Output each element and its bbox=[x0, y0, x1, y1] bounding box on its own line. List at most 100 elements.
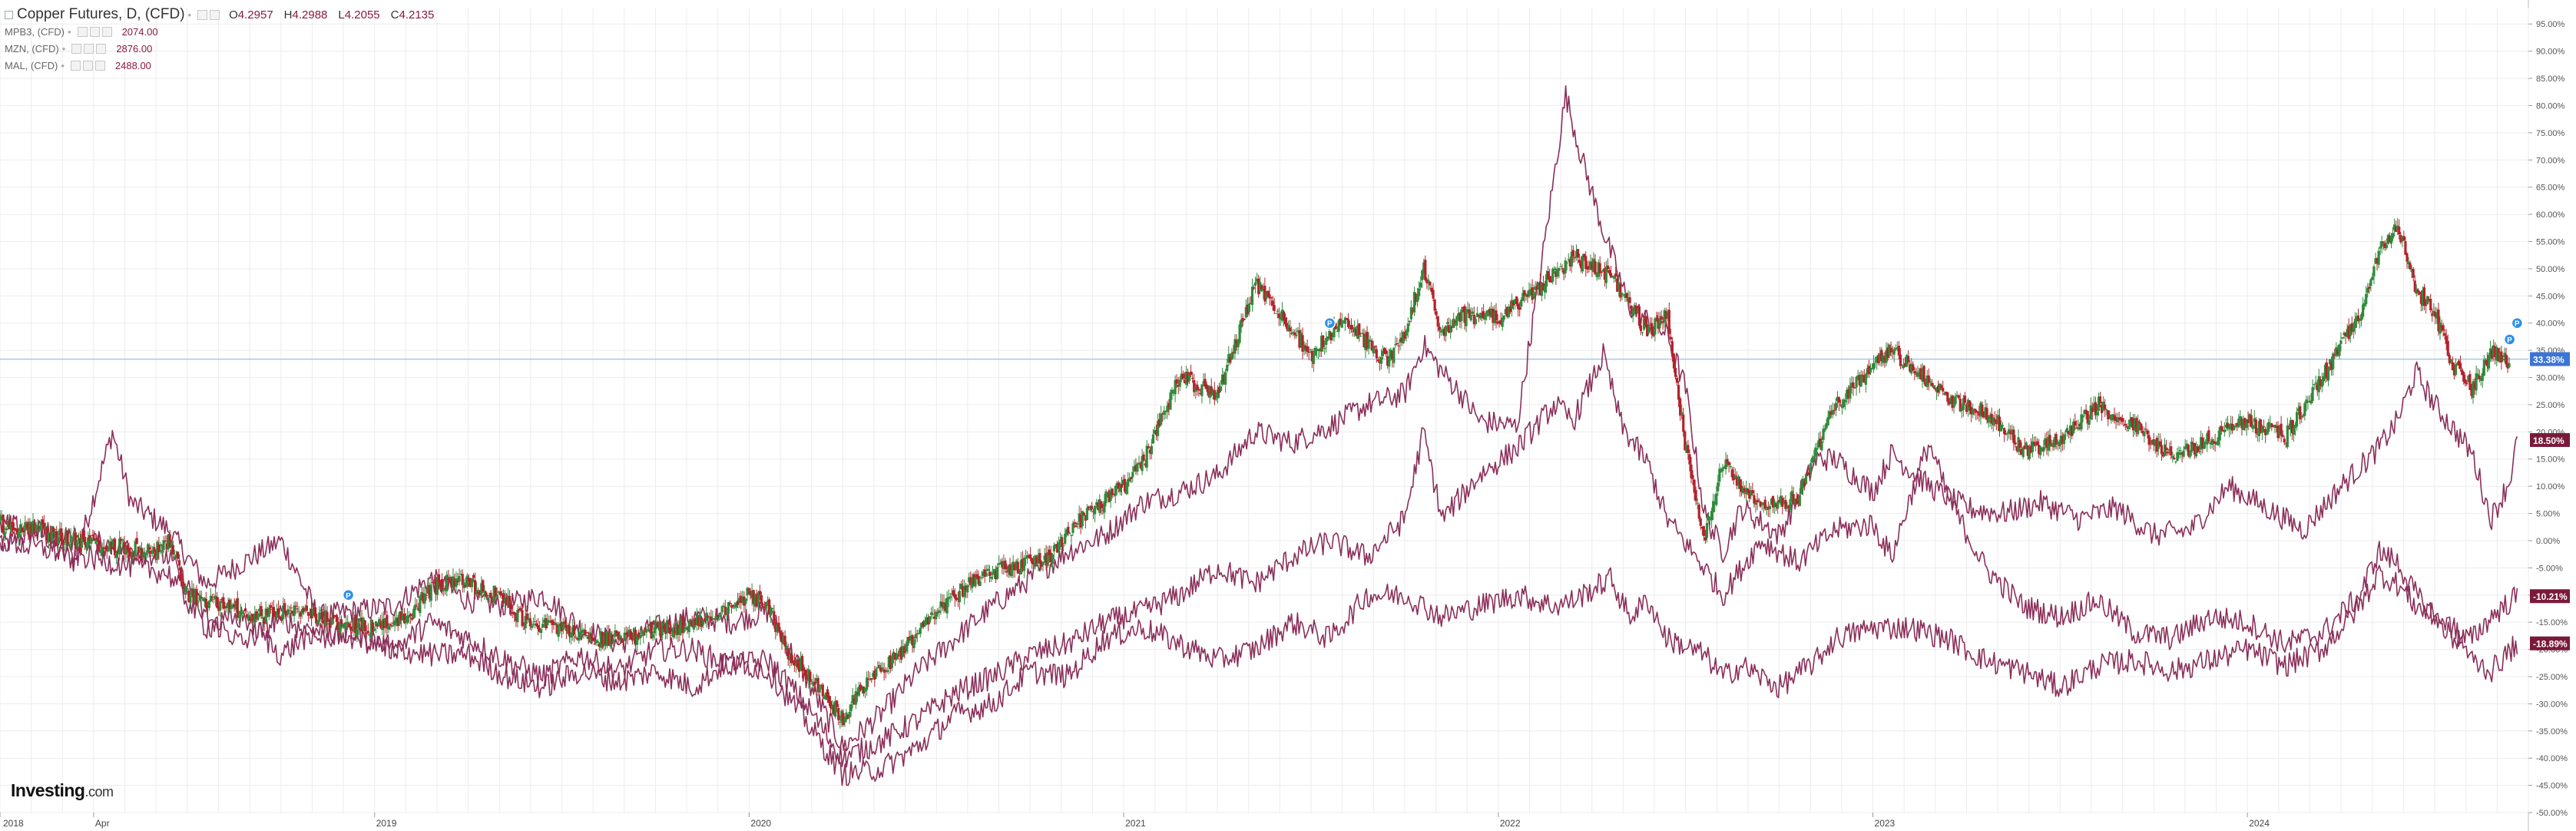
candle-body bbox=[2104, 404, 2107, 409]
candle-body bbox=[687, 621, 690, 633]
visibility-icon[interactable] bbox=[89, 26, 100, 37]
candle-body bbox=[1743, 488, 1747, 492]
candle-body bbox=[1670, 341, 1674, 355]
overlay-row-mal[interactable]: MAL, (CFD) • 2488.00 bbox=[5, 57, 445, 74]
candle-body bbox=[2275, 426, 2278, 428]
candle-body bbox=[75, 541, 78, 548]
event-marker-icon[interactable]: P bbox=[2511, 316, 2524, 329]
candle-body bbox=[2191, 442, 2195, 445]
candle-body bbox=[258, 608, 261, 611]
candle-body bbox=[1274, 313, 1277, 314]
candle-body bbox=[1796, 502, 1800, 504]
candle-body bbox=[1773, 501, 1776, 508]
candle-body bbox=[1457, 313, 1460, 317]
marker-glyph: P bbox=[1327, 320, 1333, 329]
candle-body bbox=[1798, 495, 1801, 506]
candle-body bbox=[2473, 382, 2476, 389]
menu-dot-icon[interactable]: • bbox=[68, 25, 71, 38]
candle-body bbox=[220, 599, 223, 601]
open-value: O4.2957 bbox=[229, 8, 273, 22]
candle-body bbox=[104, 548, 107, 549]
candle-body bbox=[30, 525, 33, 533]
candle-body bbox=[793, 660, 796, 666]
visibility-icon[interactable] bbox=[84, 43, 94, 54]
remove-icon[interactable] bbox=[94, 60, 105, 71]
candle-body bbox=[933, 617, 936, 619]
candle-body bbox=[840, 710, 843, 722]
visibility-icon[interactable] bbox=[210, 9, 220, 20]
event-marker-icon[interactable]: P bbox=[1323, 316, 1336, 329]
candle-body bbox=[1169, 392, 1172, 410]
candle-body bbox=[1729, 466, 1732, 468]
candle-body bbox=[2389, 235, 2393, 244]
candle-body bbox=[1912, 364, 1915, 371]
candle-body bbox=[1993, 419, 1996, 422]
candle-body bbox=[1381, 350, 1385, 356]
candle-body bbox=[312, 609, 315, 616]
candle-body bbox=[2170, 446, 2173, 456]
candle-body bbox=[338, 621, 342, 633]
main-series-row[interactable]: Copper Futures, D, (CFD) • O4.2957 H4.29… bbox=[5, 6, 445, 23]
candle-body bbox=[345, 622, 348, 625]
collapse-legend-icon[interactable] bbox=[5, 10, 13, 19]
candle-body bbox=[378, 619, 381, 626]
candle-body bbox=[975, 574, 978, 578]
remove-icon[interactable] bbox=[96, 43, 107, 54]
event-marker-icon[interactable]: P bbox=[342, 589, 355, 601]
overlay-row-mpb3[interactable]: MPB3, (CFD) • 2074.00 bbox=[5, 23, 445, 40]
candle-body bbox=[2344, 333, 2347, 336]
candle-body bbox=[2051, 445, 2055, 447]
candle-body bbox=[1666, 312, 1669, 318]
candle-body bbox=[1869, 368, 1872, 373]
candle-body bbox=[620, 637, 623, 640]
candle-body bbox=[2293, 425, 2297, 429]
overlay-row-mzn[interactable]: MZN, (CFD) • 2876.00 bbox=[5, 40, 445, 57]
candle-body bbox=[324, 610, 327, 626]
candle-body bbox=[80, 534, 84, 548]
candle-body bbox=[670, 635, 674, 637]
candle-body bbox=[1227, 353, 1230, 363]
visibility-icon[interactable] bbox=[82, 60, 93, 71]
candle-body bbox=[2177, 452, 2180, 455]
menu-dot-icon[interactable]: • bbox=[187, 8, 192, 21]
candle-body bbox=[895, 653, 899, 660]
candle-body bbox=[1391, 350, 1394, 360]
candle-body bbox=[1808, 472, 1811, 475]
candle-body bbox=[2113, 415, 2116, 421]
menu-dot-icon[interactable]: • bbox=[61, 59, 65, 71]
settings-icon[interactable] bbox=[70, 60, 81, 71]
settings-icon[interactable] bbox=[77, 26, 88, 37]
candle-body bbox=[2168, 449, 2171, 451]
remove-icon[interactable] bbox=[101, 26, 112, 37]
candle-body bbox=[1022, 558, 1026, 571]
candle-body bbox=[1699, 518, 1702, 526]
candle-body bbox=[195, 588, 198, 606]
candle-body bbox=[440, 578, 444, 591]
candle-body bbox=[528, 617, 531, 627]
series-line-1 bbox=[0, 85, 2518, 752]
candle-body bbox=[1735, 477, 1738, 486]
candle-body bbox=[1002, 561, 1005, 569]
candle-body bbox=[1885, 349, 1888, 363]
value-badge-label: 33.38% bbox=[2533, 355, 2564, 366]
menu-dot-icon[interactable]: • bbox=[61, 42, 66, 55]
candle-body bbox=[1104, 491, 1108, 504]
candle-body bbox=[833, 704, 836, 715]
candle-body bbox=[2339, 340, 2343, 345]
candle-body bbox=[1540, 282, 1543, 296]
event-marker-icon[interactable]: P bbox=[2503, 333, 2516, 346]
candle-body bbox=[2161, 454, 2165, 457]
candle-body bbox=[407, 614, 411, 618]
candle-body bbox=[1833, 409, 1836, 411]
candle-body bbox=[1894, 348, 1897, 350]
settings-icon[interactable] bbox=[197, 9, 208, 20]
candle-body bbox=[2243, 418, 2247, 425]
candle-body bbox=[2266, 430, 2269, 435]
settings-icon[interactable] bbox=[71, 43, 82, 54]
overlay-value: 2074.00 bbox=[121, 25, 158, 38]
candle-body bbox=[2482, 359, 2485, 376]
investing-logo[interactable]: Investing.com bbox=[11, 780, 114, 800]
candle-body bbox=[545, 617, 548, 629]
